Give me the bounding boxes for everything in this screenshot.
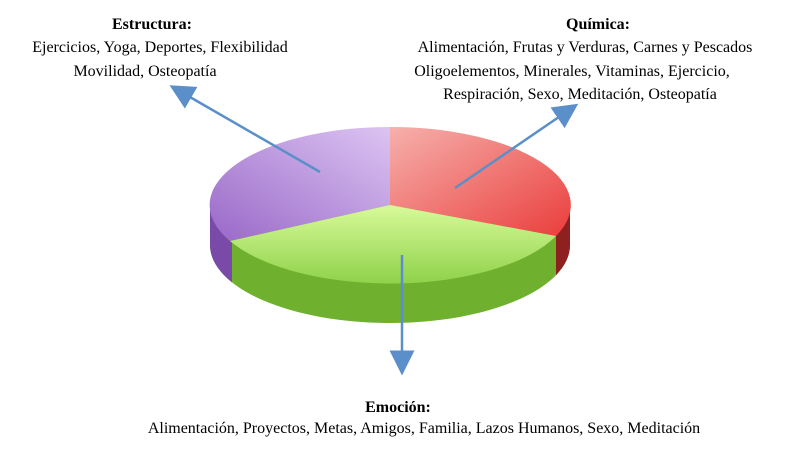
pie [209,126,571,323]
arrow [169,85,321,174]
node-line: Movilidad, Osteopatía [73,63,216,80]
node-line: Alimentación, Proyectos, Metas, Amigos, … [148,420,700,437]
node-title: Emoción: [365,399,431,416]
slice [390,126,571,236]
arrow [454,103,579,190]
node-title: Estructura: [112,16,192,33]
node-line: Ejercicios, Yoga, Deportes, Flexibilidad [32,39,288,56]
node-line: Alimentación, Frutas y Verduras, Carnes … [418,39,753,56]
node-line: Respiración, Sexo, Meditación, Osteopatí… [443,86,717,103]
node-title: Química: [566,16,630,33]
slice [209,126,390,241]
slice [230,205,556,284]
node-line: Oligoelementos, Minerales, Vitaminas, Ej… [414,63,730,80]
